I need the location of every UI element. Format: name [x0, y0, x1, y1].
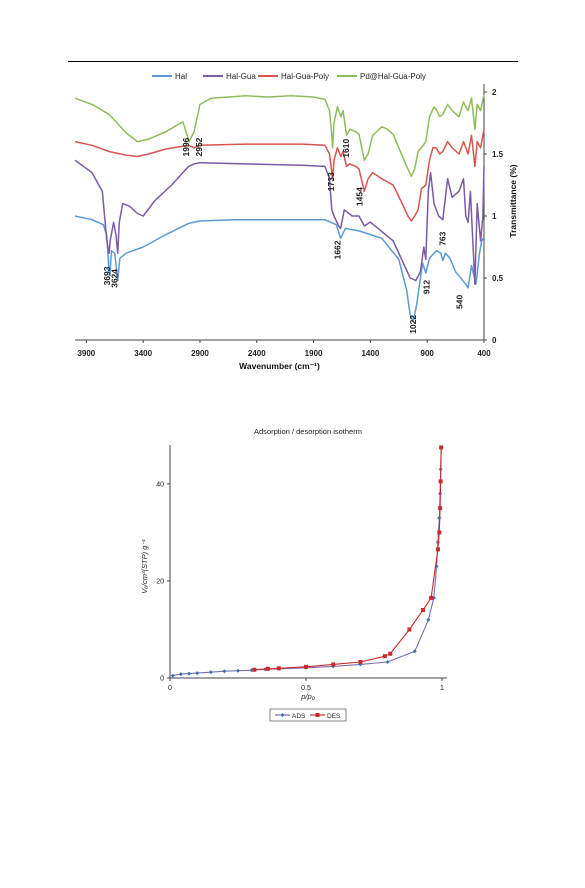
- data-point-des: [438, 506, 443, 511]
- peak-label: 1733: [326, 172, 336, 191]
- y-tick-label: 1: [492, 212, 497, 221]
- data-point-des: [439, 445, 444, 450]
- x-tick-label: 0: [168, 685, 172, 692]
- data-point-des: [382, 654, 387, 659]
- peak-label: 1610: [341, 139, 351, 158]
- data-point-ads: [426, 617, 431, 622]
- peak-label: 1662: [333, 240, 343, 259]
- peak-label: 1022: [408, 315, 418, 334]
- peak-label: 3693: [102, 266, 112, 285]
- data-point-des: [265, 666, 270, 671]
- data-point-des: [331, 662, 336, 667]
- x-tick-label: 1: [440, 685, 444, 692]
- y-tick-label: 1.5: [492, 150, 504, 159]
- x-tick-label: 1900: [305, 349, 323, 358]
- peak-label: 1454: [354, 187, 364, 206]
- data-point-des: [304, 664, 308, 669]
- series-line-hal: [74, 215, 485, 323]
- series-line-des: [254, 447, 442, 671]
- data-point-ads: [178, 672, 183, 677]
- legend-label: Pd@Hal-Gua-Poly: [360, 72, 426, 81]
- data-point-ads: [195, 671, 200, 676]
- peak-label: 763: [437, 231, 447, 245]
- y-tick-label: 0: [160, 676, 164, 683]
- data-point-ads: [385, 659, 390, 664]
- data-point-ads: [187, 671, 192, 676]
- series-line-hal-gua: [74, 159, 485, 285]
- x-axis-title: p/p₀: [300, 692, 315, 701]
- legend-label-des: DES: [327, 713, 341, 720]
- data-point-ads: [412, 649, 417, 654]
- y-tick-label: 2: [492, 88, 497, 97]
- x-axis-title: Wavenumber (cm⁻¹): [239, 361, 320, 371]
- legend-box: [269, 708, 347, 722]
- data-point-des: [252, 667, 257, 672]
- x-tick-label: 2400: [248, 349, 266, 358]
- data-point-ads: [222, 669, 227, 674]
- x-tick-label: 2900: [191, 349, 209, 358]
- legend-label: Hal: [175, 72, 187, 81]
- peak-label: 912: [422, 280, 432, 294]
- data-point-des: [429, 595, 434, 600]
- legend-label: Hal-Gua: [226, 72, 256, 81]
- data-point-des: [388, 651, 393, 656]
- data-point-des: [438, 479, 443, 484]
- y-tick-label: 40: [156, 481, 164, 488]
- peak-label: 3624: [110, 269, 120, 288]
- x-tick-label: 1400: [361, 349, 379, 358]
- isotherm-title: Adsorption / desorption isotherm: [254, 427, 362, 436]
- x-tick-label: 900: [421, 349, 435, 358]
- peak-label: 2952: [194, 137, 204, 156]
- x-tick-label: 3900: [77, 349, 95, 358]
- y-tick-label: 0.5: [492, 274, 504, 283]
- legend-marker-ads: [280, 713, 285, 717]
- y-axis-title: Transmittance (%): [508, 164, 518, 237]
- legend-label: Hal-Gua-Poly: [281, 72, 329, 81]
- data-point-des: [435, 547, 440, 552]
- data-point-des: [420, 608, 425, 613]
- x-tick-label: 0.5: [301, 685, 311, 692]
- data-point-des: [358, 659, 363, 664]
- peak-label: 540: [454, 295, 464, 309]
- series-line-ads: [172, 447, 442, 677]
- data-point-des: [437, 530, 442, 535]
- x-tick-label: 3400: [134, 349, 152, 358]
- legend-marker-des: [315, 713, 320, 717]
- x-tick-label: 400: [477, 349, 491, 358]
- data-point-des: [276, 666, 281, 671]
- y-tick-label: 20: [156, 578, 164, 585]
- page-top-rule: [68, 61, 518, 62]
- data-point-ads: [170, 673, 175, 678]
- y-tick-label: 0: [492, 336, 497, 345]
- y-axis-title: Vₐ/cm³(STP) g⁻¹: [140, 539, 149, 594]
- peak-label: 1996: [181, 137, 191, 156]
- data-point-ads: [208, 670, 213, 675]
- data-point-des: [407, 627, 412, 632]
- series-line-pd-hal-gua-poly: [74, 94, 485, 178]
- legend-label-ads: ADS: [292, 713, 306, 720]
- data-point-ads: [236, 668, 240, 673]
- series-line-hal-gua-poly: [74, 129, 485, 222]
